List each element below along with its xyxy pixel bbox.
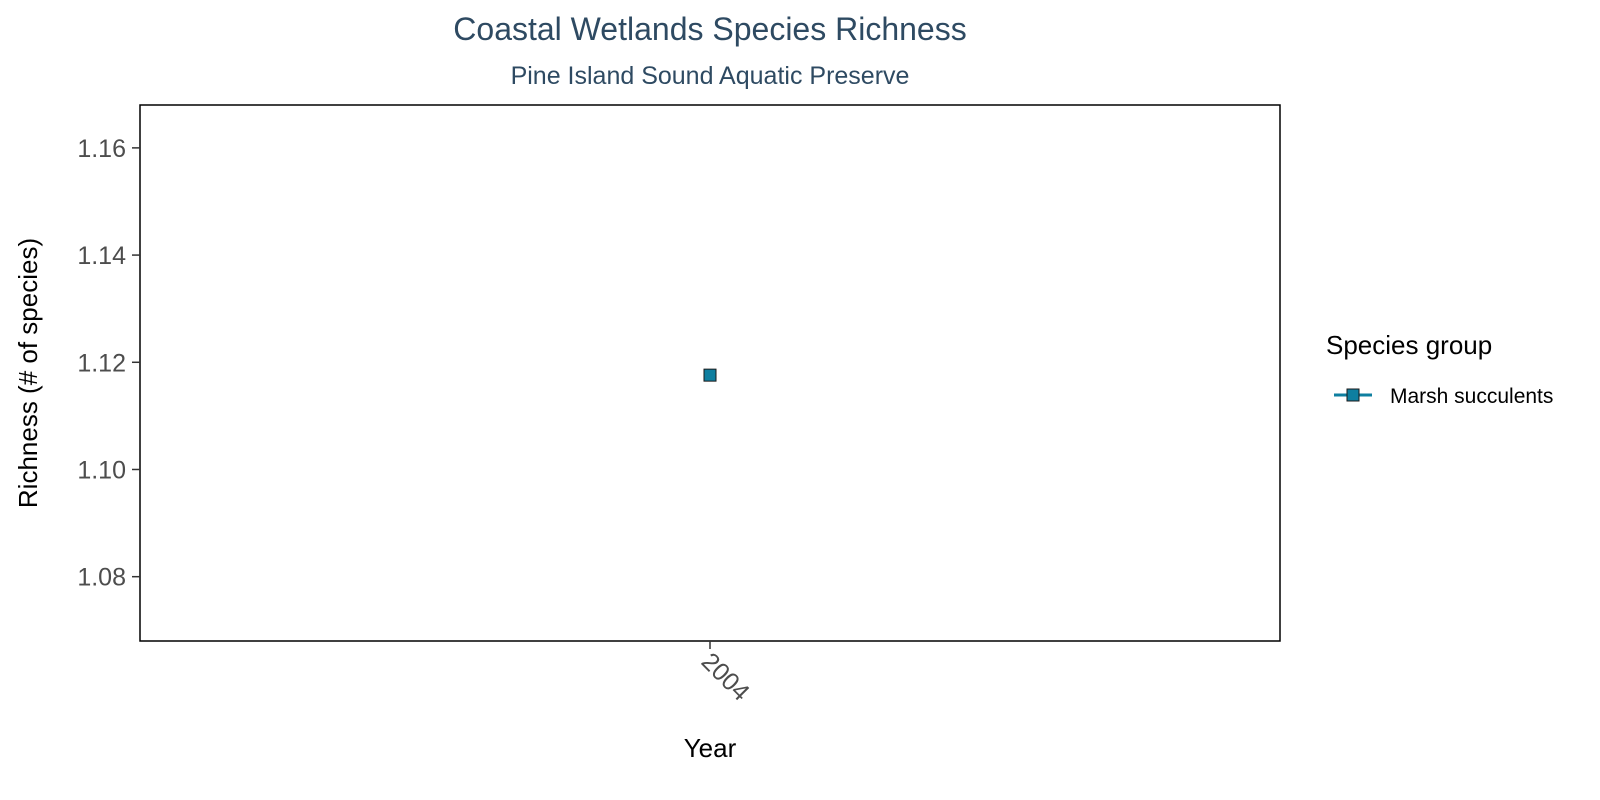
- y-axis-ticks: 1.08 1.10 1.12 1.14 1.16: [77, 135, 140, 592]
- y-tick-label: 1.12: [77, 349, 126, 377]
- y-axis-title: Richness (# of species): [13, 238, 43, 508]
- y-tick-label: 1.16: [77, 135, 126, 163]
- legend-title: Species group: [1326, 330, 1492, 360]
- data-points: [703, 368, 717, 382]
- y-tick-label: 1.14: [77, 242, 126, 270]
- x-axis-title: Year: [684, 733, 737, 763]
- x-tick-label: 2004: [696, 647, 755, 706]
- legend-keys: Marsh succulents: [1334, 385, 1553, 408]
- x-axis-ticks: 2004: [696, 641, 755, 707]
- data-point: [703, 368, 717, 382]
- y-tick-label: 1.08: [77, 564, 126, 592]
- chart-subtitle: Pine Island Sound Aquatic Preserve: [511, 62, 910, 90]
- y-tick-label: 1.10: [77, 456, 126, 484]
- legend: Species group Marsh succulents: [1326, 330, 1553, 408]
- legend-label: Marsh succulents: [1390, 385, 1553, 408]
- chart-title: Coastal Wetlands Species Richness: [453, 11, 966, 47]
- legend-key-marker: [1346, 388, 1360, 402]
